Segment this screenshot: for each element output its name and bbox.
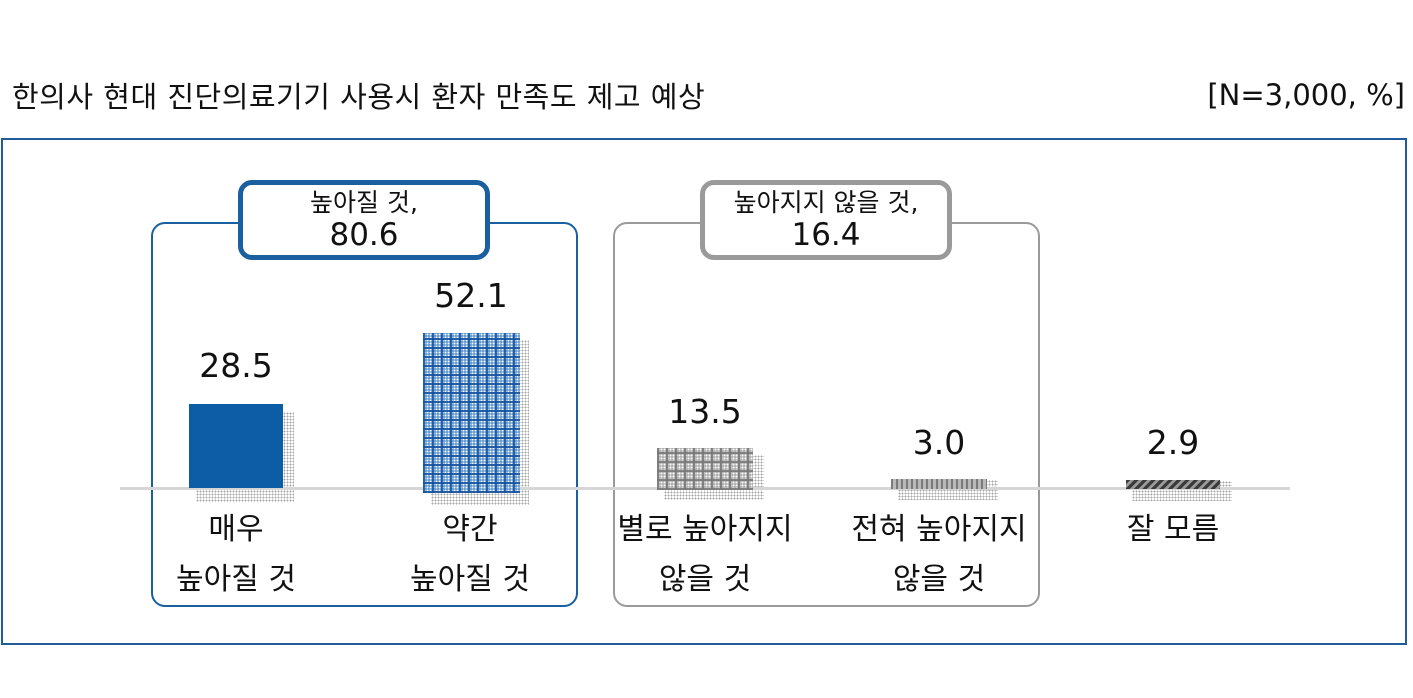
- group-label-increase: 높아질 것, 80.6: [238, 180, 490, 260]
- category-label: 전혀 높아지지 않을 것: [829, 505, 1049, 605]
- category-label: 잘 모름: [1063, 505, 1283, 555]
- group-label-total: 16.4: [791, 217, 861, 253]
- bar-not-much-increase: [657, 448, 753, 490]
- bar-very-increase: [189, 404, 283, 488]
- value-label: 52.1: [434, 276, 508, 315]
- category-line: 매우: [208, 512, 264, 547]
- value-label: 2.9: [1146, 423, 1200, 462]
- bar-slightly-increase: [423, 333, 520, 493]
- group-label-total: 80.6: [329, 217, 399, 253]
- category-line: 않을 것: [892, 562, 986, 597]
- group-label-text: 높아질 것,: [310, 188, 418, 217]
- chart-panel: [1, 138, 1407, 645]
- category-line: 약간: [442, 512, 498, 547]
- chart-title: 한의사 현대 진단의료기기 사용시 환자 만족도 제고 예상: [12, 80, 706, 114]
- bar-dont-know: [1126, 480, 1220, 489]
- category-line: 높아질 것: [410, 562, 530, 597]
- group-label-text: 높아지지 않을 것,: [733, 188, 919, 217]
- category-line: 전혀 높아지지: [851, 512, 1027, 547]
- category-line: 않을 것: [658, 562, 752, 597]
- category-label: 약간 높아질 것: [360, 505, 580, 605]
- category-line: 잘 모름: [1126, 512, 1220, 547]
- group-label-not-increase: 높아지지 않을 것, 16.4: [700, 180, 952, 260]
- sample-size-note: [N=3,000, %]: [1207, 78, 1405, 112]
- category-line: 높아질 것: [176, 562, 296, 597]
- value-label: 3.0: [912, 423, 966, 462]
- category-line: 별로 높아지지: [617, 512, 793, 547]
- category-label: 별로 높아지지 않을 것: [595, 505, 815, 605]
- bar-not-at-all-increase: [891, 479, 987, 489]
- value-label: 28.5: [199, 346, 273, 385]
- category-label: 매우 높아질 것: [126, 505, 346, 605]
- value-label: 13.5: [668, 392, 742, 431]
